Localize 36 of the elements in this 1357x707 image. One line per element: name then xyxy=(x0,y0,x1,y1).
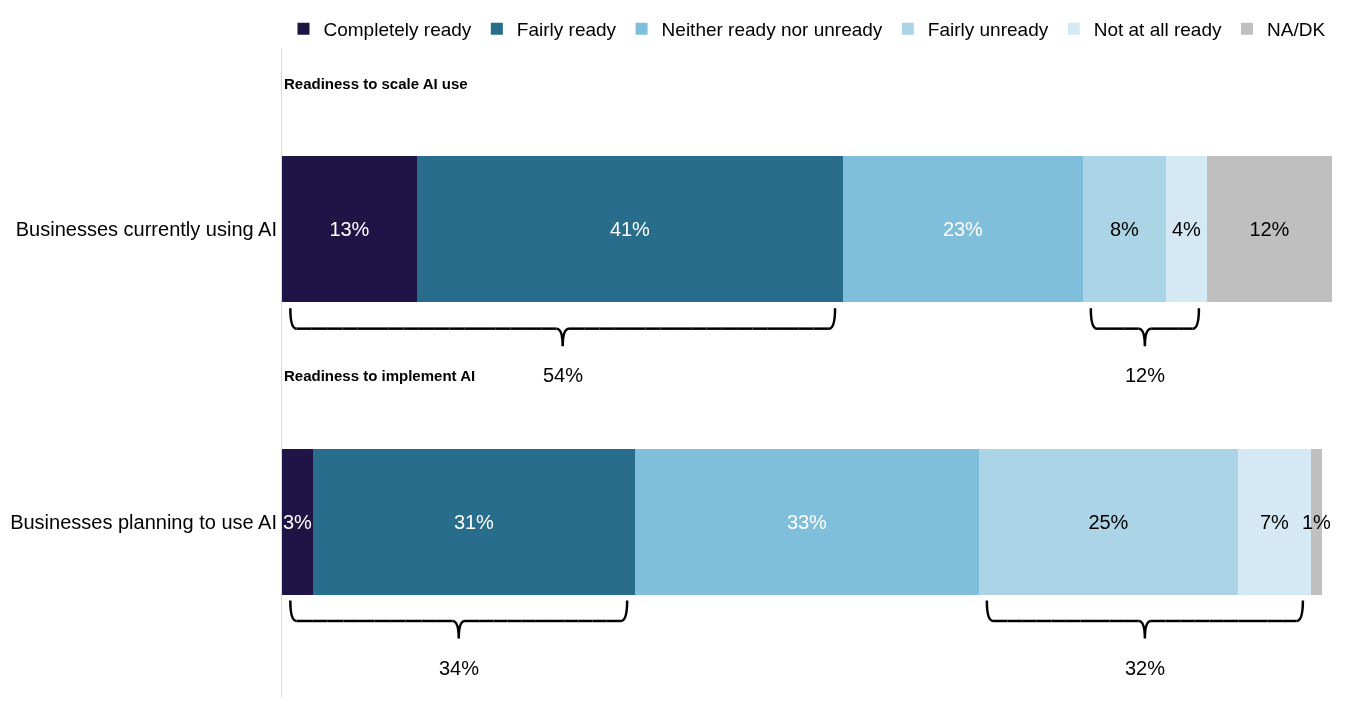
data-label: 12% xyxy=(1249,218,1290,240)
legend-label: NA/DK xyxy=(1267,19,1326,41)
y-tick-label: Businesses planning to use AI xyxy=(10,510,277,533)
bar xyxy=(1166,156,1207,302)
annotation: 12% xyxy=(1125,364,1166,386)
data-label: 25% xyxy=(1088,511,1129,533)
data-label: 33% xyxy=(786,511,828,533)
bar xyxy=(635,449,979,595)
legend-label: Fairly ready xyxy=(516,19,617,41)
legend-label: Fairly unready xyxy=(927,19,1049,41)
y-tick-label: Businesses currently using AI xyxy=(15,218,277,241)
annotation: 54% xyxy=(543,364,584,386)
legend-label: Not at all ready xyxy=(1093,19,1222,41)
data-label: 4% xyxy=(1171,218,1202,240)
data-label: 41% xyxy=(609,218,651,240)
data-label: 23% xyxy=(942,218,984,240)
bar xyxy=(843,156,1083,302)
bar xyxy=(282,449,313,595)
data-label: 7% xyxy=(1259,511,1290,533)
bar xyxy=(979,449,1238,595)
data-label: 3% xyxy=(282,511,313,533)
bar xyxy=(282,156,417,302)
data-label: 8% xyxy=(1109,218,1140,240)
annotation: 32% xyxy=(1125,657,1166,679)
annotation: 34% xyxy=(439,657,480,679)
legend-label: Completely ready xyxy=(323,19,472,41)
bar xyxy=(417,156,843,302)
annotation: Readiness to scale AI use xyxy=(284,75,468,92)
data-label: 31% xyxy=(453,511,495,533)
data-label: 1% xyxy=(1301,511,1332,533)
annotation: Readiness to implement AI xyxy=(284,367,476,384)
legend-label: Neither ready nor unready xyxy=(661,19,883,41)
bar xyxy=(1207,156,1332,302)
data-label: 13% xyxy=(329,218,370,240)
bar xyxy=(313,449,635,595)
bar xyxy=(1083,156,1166,302)
